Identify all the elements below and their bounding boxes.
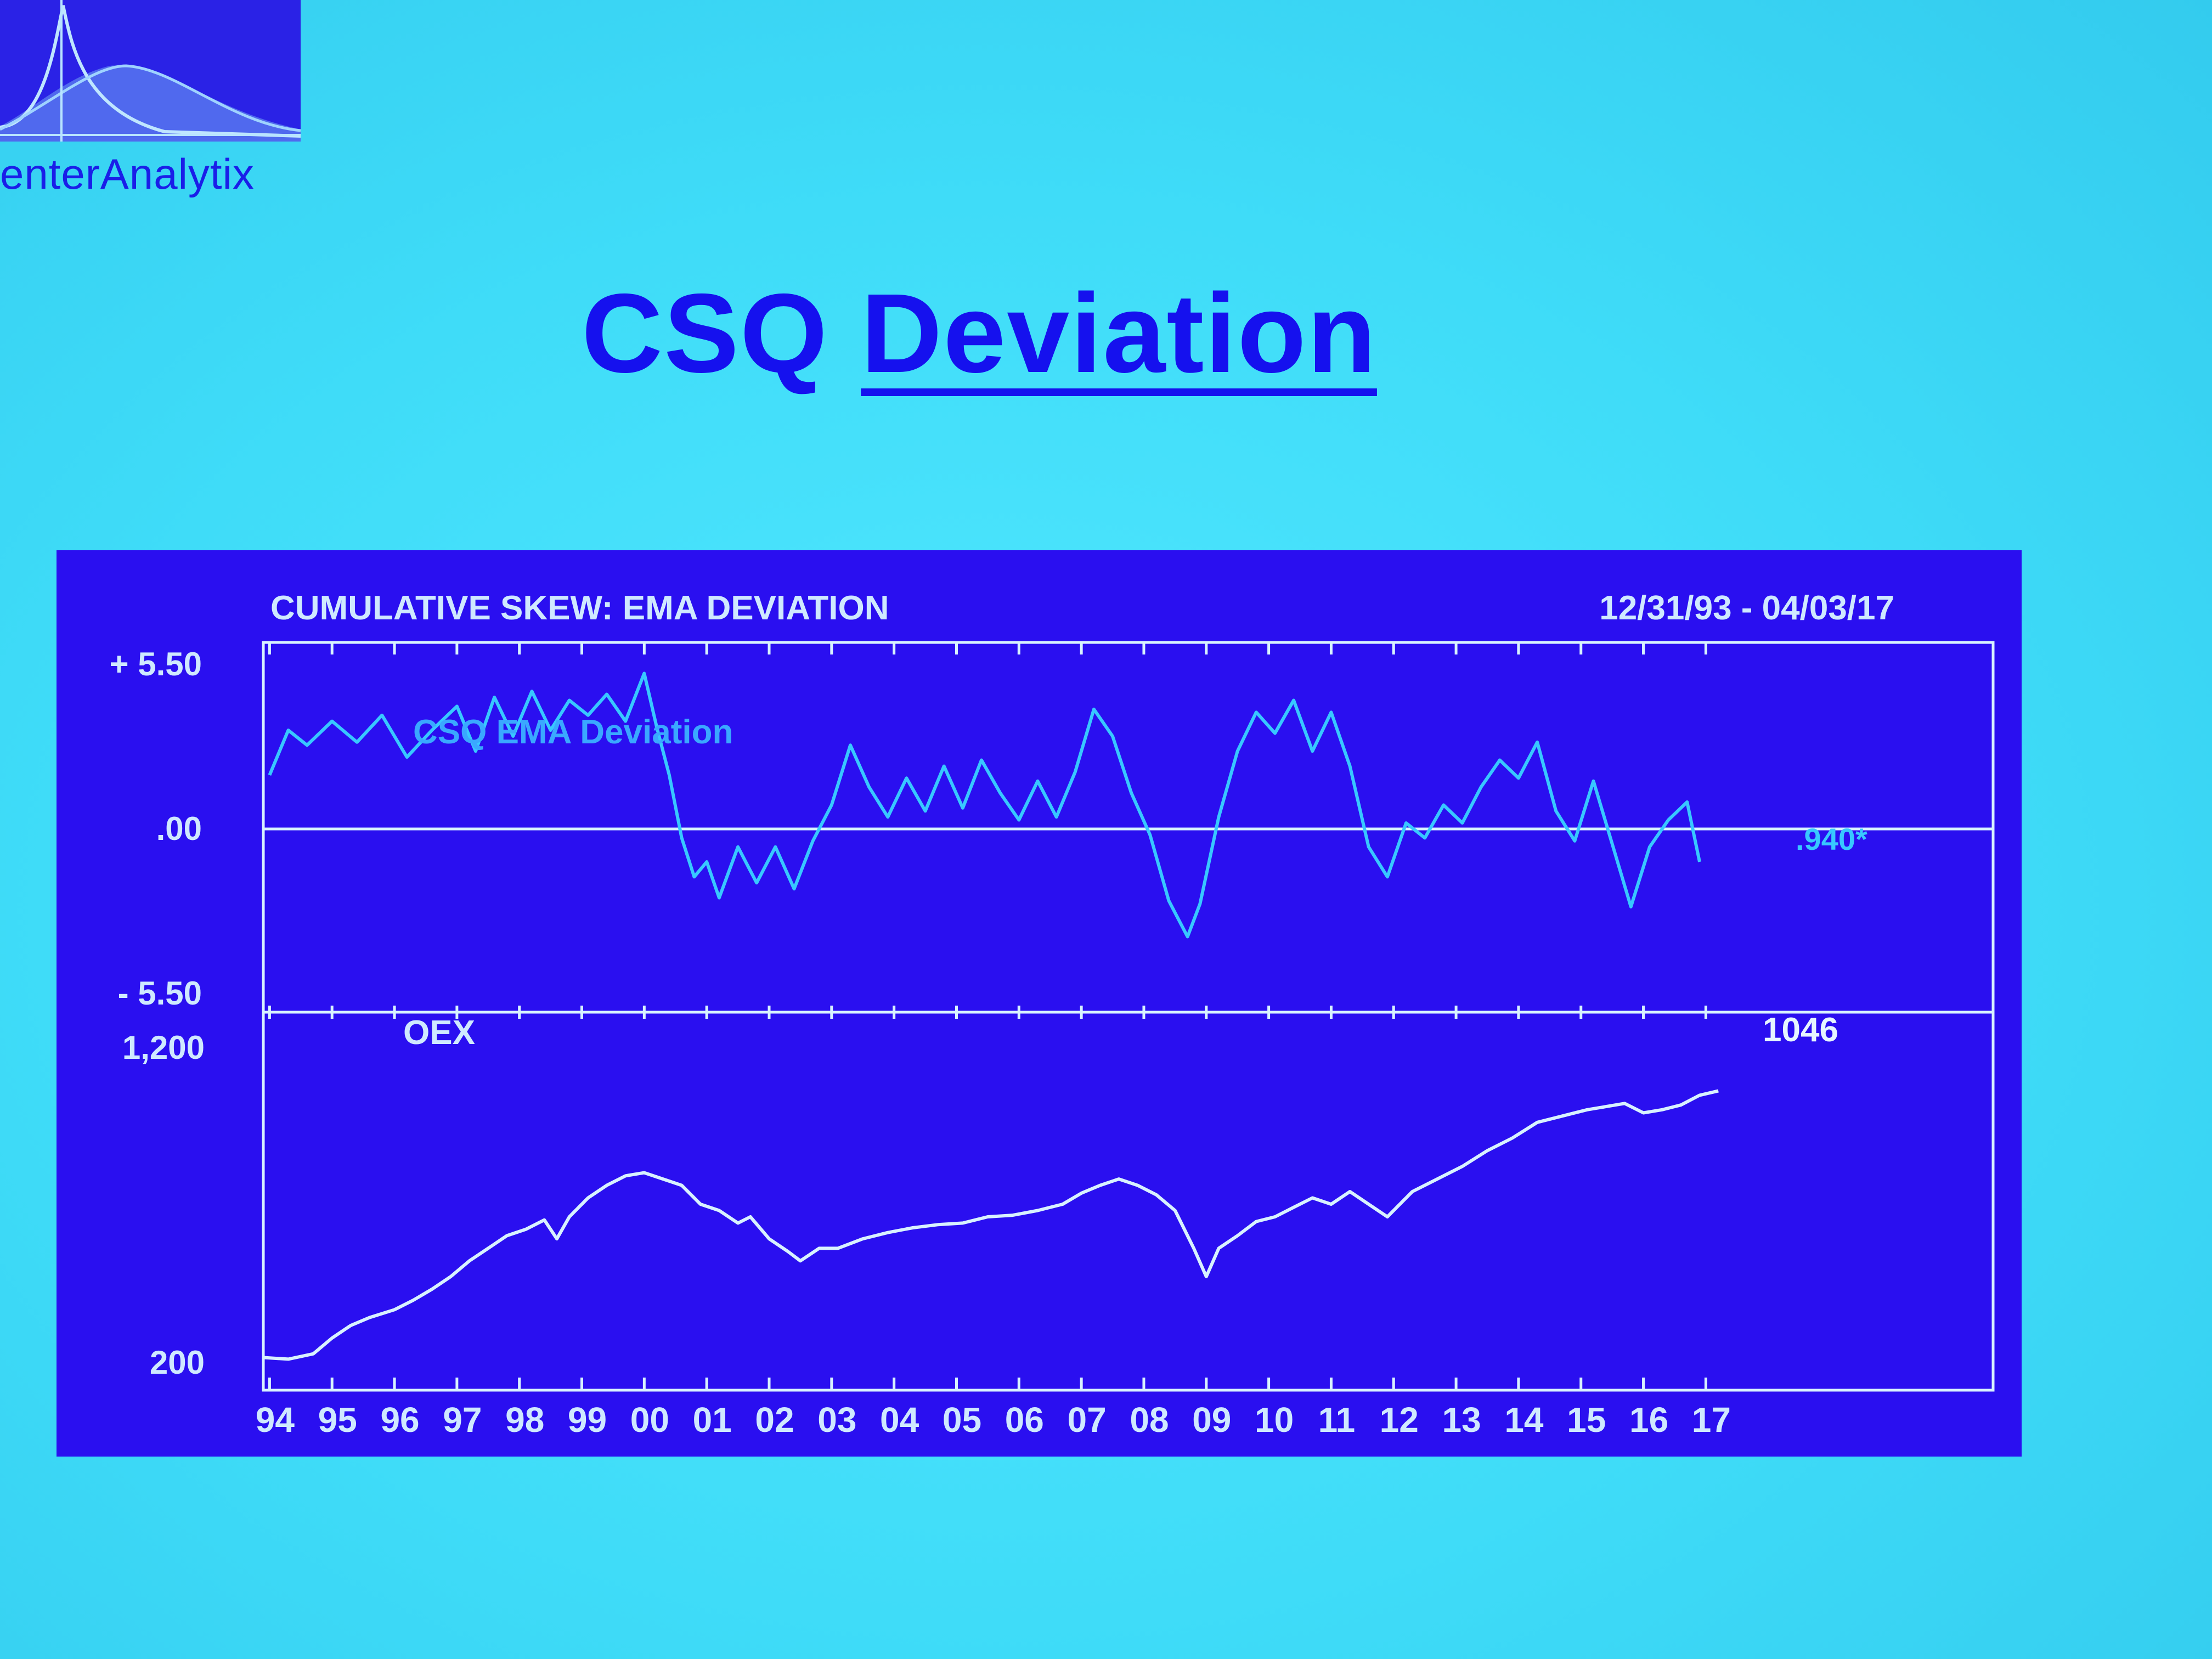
csq-ema-deviation-line	[268, 672, 1701, 939]
logo-mark	[0, 0, 301, 142]
slide-title-part1: CSQ	[582, 270, 829, 396]
x-tick-label: 16	[1629, 1400, 1668, 1440]
csq-series-label: CSQ EMA Deviation	[413, 713, 733, 751]
slide-title-part2: Deviation	[861, 270, 1377, 396]
logo: enterAnalytix	[0, 0, 307, 198]
x-tick-label: 96	[380, 1400, 419, 1440]
csq-last-value-label: .940*	[1796, 822, 1867, 856]
chart-panel: CUMULATIVE SKEW: EMA DEVIATION 12/31/93 …	[57, 550, 2022, 1457]
slide-title: CSQ Deviation	[582, 269, 1377, 398]
x-tick-label: 11	[1318, 1400, 1356, 1440]
logo-text: enterAnalytix	[0, 150, 255, 198]
x-tick-label: 03	[817, 1400, 856, 1440]
x-tick-label: 01	[693, 1400, 732, 1440]
x-tick-label: 05	[943, 1400, 981, 1440]
x-tick-label: 95	[318, 1400, 357, 1440]
x-tick-label: 00	[630, 1400, 669, 1440]
x-tick-label: 10	[1255, 1400, 1294, 1440]
bell-curve-icon	[0, 0, 301, 142]
oex-line	[263, 1089, 1719, 1361]
chart-date-range: 12/31/93 - 04/03/17	[1599, 589, 1894, 627]
x-tick-label: 07	[1068, 1400, 1107, 1440]
upper-y-tick-label: + 5.50	[110, 646, 202, 682]
x-tick-label: 97	[443, 1400, 482, 1440]
x-tick-label: 17	[1692, 1400, 1731, 1440]
x-tick-label: 06	[1005, 1400, 1044, 1440]
x-tick-label: 14	[1504, 1400, 1544, 1440]
lower-y-tick-label: 200	[150, 1344, 205, 1381]
oex-series-label: OEX	[403, 1014, 475, 1052]
x-tick-label: 94	[256, 1400, 295, 1440]
chart-title: CUMULATIVE SKEW: EMA DEVIATION	[270, 589, 889, 627]
oex-last-value-label: 1046	[1763, 1011, 1838, 1049]
x-tick-label: 08	[1130, 1400, 1169, 1440]
upper-y-tick-label: .00	[156, 810, 202, 847]
x-tick-label: 98	[505, 1400, 544, 1440]
x-tick-label: 99	[568, 1400, 607, 1440]
x-tick-label: 04	[880, 1400, 919, 1440]
x-tick-label: 15	[1567, 1400, 1606, 1440]
x-tick-label: 13	[1442, 1400, 1481, 1440]
chart-canvas: CUMULATIVE SKEW: EMA DEVIATION 12/31/93 …	[110, 589, 1995, 1440]
plot-frame	[262, 641, 1995, 1392]
lower-y-tick-label: 1,200	[122, 1029, 205, 1066]
x-tick-label: 09	[1192, 1400, 1231, 1440]
x-tick-label: 12	[1380, 1400, 1419, 1440]
x-tick-label: 02	[755, 1400, 794, 1440]
upper-y-tick-label: - 5.50	[118, 975, 202, 1012]
